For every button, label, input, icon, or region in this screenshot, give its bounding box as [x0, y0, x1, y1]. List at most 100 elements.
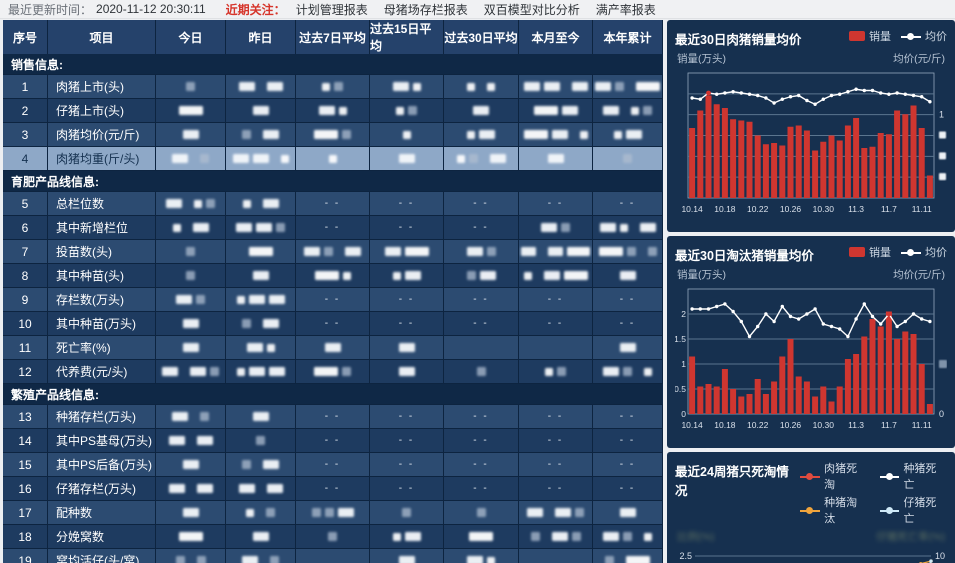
- redacted-value: [175, 556, 185, 563]
- chart-legend: 肉猪死淘 种猪死亡 种猪淘汰 仔猪死亡: [800, 460, 947, 526]
- data-cell: [519, 240, 593, 263]
- data-cell: - -: [296, 216, 370, 239]
- redacted-value: [473, 106, 489, 115]
- bar-swatch-icon: [849, 247, 865, 257]
- metrics-table: 序号 项目 今日 昨日 过去7日平均 过去15日平均 过去30日平均 本月至今 本年累计 销售信息…: [3, 20, 663, 563]
- axis-labels: 比例(%) 仔猪死亡率(%): [677, 529, 945, 544]
- data-cell: [593, 99, 663, 122]
- table-row[interactable]: 1 肉猪上市(头): [3, 75, 663, 99]
- data-cell: [296, 99, 370, 122]
- legend-item-销量[interactable]: 销量: [849, 244, 891, 260]
- redacted-dash: - -: [547, 294, 564, 305]
- legend-item-种猪死亡[interactable]: 种猪死亡: [879, 460, 947, 492]
- redacted-dash: - -: [324, 483, 341, 494]
- legend-item-销量[interactable]: 销量: [849, 28, 891, 44]
- redacted-value: [182, 343, 199, 352]
- col-header-1: 序号: [3, 20, 48, 54]
- redacted-value: [266, 508, 275, 517]
- svg-text:10.22: 10.22: [747, 204, 769, 214]
- legend-item-种猪淘汰[interactable]: 种猪淘汰: [800, 494, 867, 526]
- data-cell: [444, 99, 519, 122]
- redacted-value: [242, 199, 251, 208]
- redacted-value: [168, 436, 185, 445]
- table-row[interactable]: 15 其中PS后备(万头) - - - - - - - - - -: [3, 453, 663, 477]
- row-label: 肉猪均重(斤/头): [48, 147, 156, 170]
- svg-text:2: 2: [681, 309, 686, 319]
- redacted-value: [547, 247, 564, 256]
- redacted-value: [252, 271, 269, 280]
- data-cell: [156, 264, 226, 287]
- redacted-value: [311, 508, 321, 517]
- table-row[interactable]: 10 其中种苗(万头) - - - - - - - - - -: [3, 312, 663, 336]
- chart-legend: 销量 均价: [839, 28, 947, 44]
- topbar-link-1[interactable]: 计划管理报表: [295, 2, 368, 17]
- data-cell: [156, 477, 226, 500]
- redacted-value: [521, 247, 537, 256]
- table-row[interactable]: 12 代养费(元/头): [3, 360, 663, 384]
- redacted-value: [541, 223, 557, 232]
- legend-label: 均价: [925, 31, 947, 43]
- chart-header: 最近30日淘汰猪销量均价 销量 均价: [675, 244, 947, 264]
- redacted-dash: - -: [473, 318, 489, 329]
- table-row[interactable]: 3 肉猪均价(元/斤): [3, 123, 663, 147]
- data-cell: - -: [519, 453, 593, 476]
- data-cell: - -: [444, 453, 519, 476]
- data-cell: [296, 336, 370, 359]
- legend-item-仔猪死亡[interactable]: 仔猪死亡: [879, 494, 947, 526]
- data-cell: [370, 240, 444, 263]
- table-row[interactable]: 14 其中PS基母(万头) - - - - - - - - - -: [3, 429, 663, 453]
- table-row[interactable]: 7 投苗数(头): [3, 240, 663, 264]
- svg-text:10.26: 10.26: [780, 420, 802, 430]
- data-cell: [444, 549, 519, 563]
- redacted-value: [172, 154, 188, 163]
- redacted-value: [571, 532, 581, 541]
- redacted-value: [236, 223, 252, 232]
- y-axis-label-left: 销量(万头): [677, 269, 726, 281]
- redacted-value: [527, 508, 543, 517]
- table-row[interactable]: 19 窝均活仔(头/窝): [3, 549, 663, 563]
- table-row[interactable]: 6 其中新增栏位 - - - - - -: [3, 216, 663, 240]
- chart-title: 最近24周猪只死淘情况: [675, 465, 789, 498]
- table-row[interactable]: 2 仔猪上市(头): [3, 99, 663, 123]
- row-index: 9: [3, 288, 48, 311]
- table-row[interactable]: 5 总栏位数 - - - - - - - - - -: [3, 192, 663, 216]
- line-swatch-icon: [879, 472, 900, 481]
- data-cell: - -: [370, 288, 444, 311]
- table-row[interactable]: 4 肉猪均重(斤/头): [3, 147, 663, 171]
- redacted-dash: - -: [473, 435, 489, 446]
- section-row: 育肥产品线信息:: [3, 171, 663, 192]
- redacted-dash: - -: [547, 459, 564, 470]
- data-cell: [444, 264, 519, 287]
- data-cell: [226, 216, 296, 239]
- redacted-value: [242, 556, 258, 563]
- redacted-dash: - -: [398, 435, 415, 446]
- legend-item-肉猪死淘[interactable]: 肉猪死淘: [800, 460, 867, 492]
- topbar-link-4[interactable]: 满产率报表: [595, 2, 656, 17]
- recent-focus-label: 近期关注：: [225, 2, 286, 17]
- redacted-value: [404, 532, 421, 541]
- data-cell: - -: [593, 192, 663, 215]
- data-cell: [296, 549, 370, 563]
- data-cell: - -: [593, 429, 663, 452]
- redacted-value: [398, 343, 415, 352]
- topbar-link-3[interactable]: 双百模型对比分析: [483, 2, 580, 17]
- topbar-link-2[interactable]: 母猪场存栏报表: [383, 2, 468, 17]
- redacted-value: [575, 508, 584, 517]
- table-row[interactable]: 8 其中种苗(头): [3, 264, 663, 288]
- data-cell: [519, 75, 593, 98]
- redacted-value: [266, 484, 283, 493]
- legend-item-均价[interactable]: 均价: [901, 28, 947, 44]
- legend-label: 种猪淘汰: [824, 497, 858, 525]
- redacted-value: [467, 556, 483, 563]
- row-label: 其中种苗(头): [48, 264, 156, 287]
- table-row[interactable]: 16 仔猪存栏(万头) - - - - - - - - - -: [3, 477, 663, 501]
- chart-title: 最近30日淘汰猪销量均价: [675, 249, 814, 263]
- redacted-dash: - -: [619, 318, 636, 329]
- table-row[interactable]: 9 存栏数(万头) - - - - - - - - - -: [3, 288, 663, 312]
- table-row[interactable]: 11 死亡率(%): [3, 336, 663, 360]
- legend-item-均价[interactable]: 均价: [901, 244, 947, 260]
- table-row[interactable]: 17 配种数: [3, 501, 663, 525]
- row-label: 投苗数(头): [48, 240, 156, 263]
- table-row[interactable]: 13 种猪存栏(万头) - - - - - - - - - -: [3, 405, 663, 429]
- table-row[interactable]: 18 分娩窝数: [3, 525, 663, 549]
